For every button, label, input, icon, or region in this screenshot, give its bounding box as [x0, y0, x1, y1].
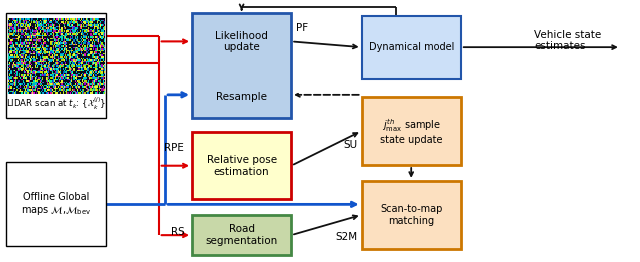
Text: Resample: Resample	[216, 92, 267, 102]
Text: Offline Global
maps $\mathcal{M}$,$\mathcal{M}_{\mathrm{bev}}$: Offline Global maps $\mathcal{M}$,$\math…	[21, 192, 91, 217]
FancyBboxPatch shape	[362, 181, 461, 249]
FancyBboxPatch shape	[6, 162, 106, 246]
Text: S2M: S2M	[335, 232, 357, 242]
FancyBboxPatch shape	[362, 97, 461, 165]
FancyBboxPatch shape	[362, 16, 461, 79]
Text: Dynamical model: Dynamical model	[369, 42, 454, 52]
Text: SU: SU	[343, 140, 357, 150]
FancyBboxPatch shape	[192, 13, 291, 118]
Text: RS: RS	[171, 227, 184, 237]
Text: LIDAR scan at $t_k$: $\{\mathcal{X}_k^{(j)}\}$: LIDAR scan at $t_k$: $\{\mathcal{X}_k^{(…	[6, 95, 106, 112]
Text: PF: PF	[296, 23, 308, 32]
Text: RPE: RPE	[164, 143, 184, 153]
Text: Road
segmentation: Road segmentation	[205, 224, 278, 246]
Text: Likelihood
update: Likelihood update	[215, 31, 268, 52]
Text: Relative pose
estimation: Relative pose estimation	[207, 155, 276, 177]
FancyBboxPatch shape	[192, 215, 291, 255]
Text: Vehicle state
estimates: Vehicle state estimates	[534, 30, 602, 51]
FancyBboxPatch shape	[6, 13, 106, 118]
Text: Scan-to-map
matching: Scan-to-map matching	[380, 204, 442, 226]
Text: $j_{\mathrm{max}}^{th}$ sample
state update: $j_{\mathrm{max}}^{th}$ sample state upd…	[380, 117, 442, 145]
FancyBboxPatch shape	[192, 132, 291, 199]
